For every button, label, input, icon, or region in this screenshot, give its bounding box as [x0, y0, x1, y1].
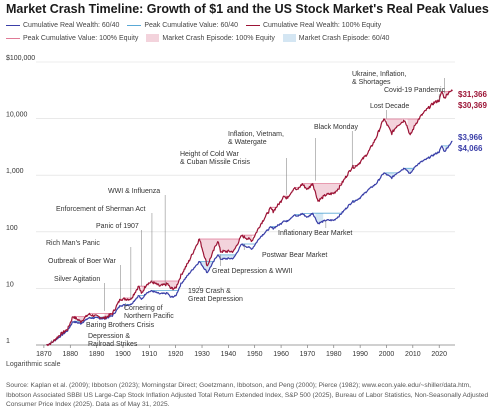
legend-label: Peak Cumulative Value: 60/40: [144, 22, 238, 29]
x-tick-label: 1980: [326, 351, 342, 358]
legend-item-equity-peak: Peak Cumulative Value: 100% Equity: [6, 32, 138, 45]
annotation-label: Postwar Bear Market: [262, 252, 327, 259]
annotation-line: Inflation, Vietnam,: [228, 131, 284, 138]
annotation-line: Northern Pacific: [124, 313, 174, 320]
annotation-line: & Shortages: [352, 79, 391, 86]
annotation-label: Enforcement of Sherman Act: [56, 206, 146, 213]
x-tick-label: 1870: [36, 351, 52, 358]
legend-swatch: [6, 37, 20, 39]
scale-note: Logarithmic scale: [6, 361, 61, 368]
legend-item-balanced-crash: Market Crash Episode: 60/40: [282, 32, 390, 45]
equity-crash-episode: [199, 235, 253, 266]
y-tick-label: 1: [6, 338, 10, 345]
legend-item-equity-crash: Market Crash Episode: 100% Equity: [146, 32, 275, 45]
y-tick-label: 10: [6, 281, 14, 288]
balanced-crash-episode: [220, 249, 239, 260]
annotation-label: Covid-19 Pandemic: [384, 87, 446, 94]
annotation-label: Depression & Railroad Strikes: [88, 333, 138, 348]
equity-crash-episode: [386, 119, 403, 135]
end-value-label: $31,366: [458, 90, 487, 99]
legend-label: Cumulative Real Wealth: 60/40: [23, 22, 120, 29]
end-value-label: $3,966: [458, 133, 483, 142]
annotation-line: Great Depression: [188, 296, 243, 303]
legend-item-equity-wealth: Cumulative Real Wealth: 100% Equity: [245, 19, 382, 32]
x-tick-label: 1970: [300, 351, 316, 358]
equity-crash-episode: [407, 119, 419, 135]
legend-swatch: [146, 34, 160, 43]
legend-label: Market Crash Episode: 100% Equity: [162, 35, 275, 42]
end-value-label: $4,066: [458, 144, 483, 153]
x-tick-label: 1950: [247, 351, 263, 358]
annotation-label: WWI & Influenza: [108, 188, 160, 195]
annotation-label: Cornering of Northern Pacific: [124, 305, 174, 320]
x-tick-label: 1900: [115, 351, 131, 358]
y-tick-label: 1,000: [6, 168, 24, 175]
annotation-label: Baring Brothers Crisis: [86, 322, 155, 329]
legend-swatch: [127, 24, 142, 26]
source-text: Source: Kaplan et al. (2009); Ibbotson (…: [6, 382, 489, 408]
annotation-label: Inflation, Vietnam, & Watergate: [228, 131, 284, 146]
legend-swatch: [245, 24, 260, 26]
x-tick-label: 2000: [379, 351, 395, 358]
x-tick-label: 1910: [142, 351, 158, 358]
legend-item-balanced-wealth: Cumulative Real Wealth: 60/40: [6, 19, 119, 32]
equity-crash-episode: [141, 286, 144, 294]
chart-title: Market Crash Timeline: Growth of $1 and …: [6, 2, 489, 16]
x-tick-label: 1960: [273, 351, 289, 358]
annotation-label: Rich Man's Panic: [46, 240, 100, 247]
annotation-line: Depression &: [88, 333, 130, 340]
legend-label: Market Crash Episode: 60/40: [298, 35, 390, 42]
x-tick-label: 1920: [168, 351, 184, 358]
legend-label: Cumulative Real Wealth: 100% Equity: [262, 22, 382, 29]
annotation-label: Lost Decade: [370, 103, 409, 110]
x-tick-label: 1930: [194, 351, 210, 358]
annotation-line: 1929 Crash &: [188, 288, 231, 295]
legend-label: Peak Cumulative Value: 100% Equity: [23, 35, 139, 42]
annotation-label: Great Depression & WWII: [212, 268, 293, 275]
equity-crash-episode: [296, 179, 345, 202]
y-tick-label: $100,000: [6, 55, 35, 62]
x-tick-label: 1940: [221, 351, 237, 358]
annotation-label: Panic of 1907: [96, 223, 139, 230]
annotation-line: & Cuban Missile Crisis: [180, 159, 251, 166]
y-tick-label: 100: [6, 225, 18, 232]
annotation-label: Ukraine, Inflation, & Shortages: [352, 71, 407, 86]
x-tick-label: 1890: [89, 351, 105, 358]
x-tick-label: 2010: [405, 351, 421, 358]
annotation-line: Railroad Strikes: [88, 341, 138, 348]
annotation-label: Height of Cold War & Cuban Missile Crisis: [180, 151, 251, 166]
annotation-label: Black Monday: [314, 124, 358, 131]
legend-item-balanced-peak: Peak Cumulative Value: 60/40: [127, 19, 238, 32]
balanced-crash-episode: [386, 172, 395, 179]
x-tick-label: 2020: [431, 351, 447, 358]
annotation-label: Outbreak of Boer War: [48, 258, 116, 265]
legend-swatch: [282, 34, 296, 43]
series-line-balanced-wealth: [46, 140, 453, 346]
y-tick-label: 10,000: [6, 112, 28, 119]
end-value-label: $30,369: [458, 101, 487, 110]
annotation-line: Height of Cold War: [180, 151, 240, 158]
x-tick-label: 1990: [352, 351, 368, 358]
series-line-equity-wealth: [46, 89, 453, 347]
legend-swatch: [6, 24, 20, 26]
x-tick-label: 1880: [62, 351, 78, 358]
annotation-line: Cornering of: [124, 305, 163, 312]
annotation-label: Silver Agitation: [54, 276, 100, 283]
annotation-label: Inflationary Bear Market: [278, 230, 352, 237]
annotation-label: 1929 Crash & Great Depression: [188, 288, 243, 303]
annotation-line: Ukraine, Inflation,: [352, 71, 407, 78]
annotation-line: & Watergate: [228, 139, 267, 146]
legend: Cumulative Real Wealth: 60/40 Peak Cumul…: [6, 19, 494, 45]
